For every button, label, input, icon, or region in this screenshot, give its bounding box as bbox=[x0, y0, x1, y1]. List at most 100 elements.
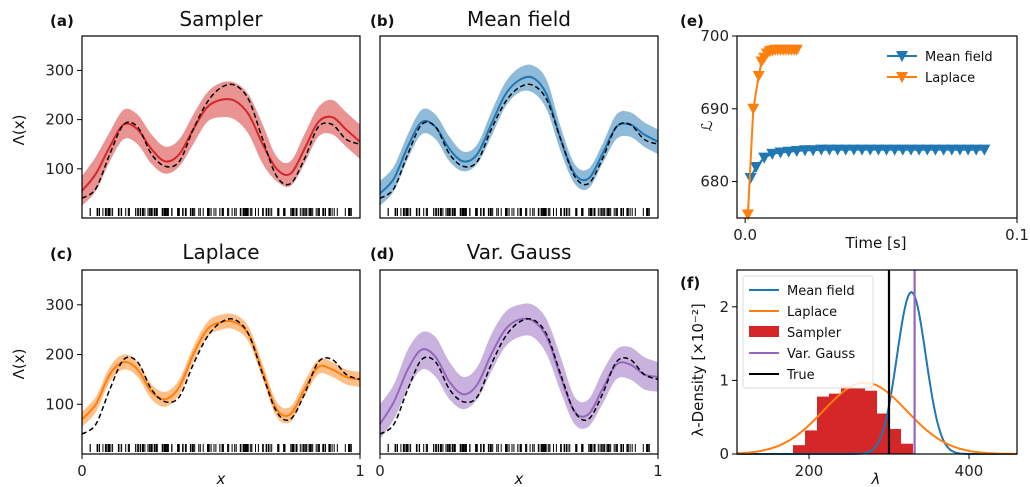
panel-label-b: (b) bbox=[370, 12, 394, 30]
series-0-point-12 bbox=[839, 144, 852, 156]
axes-frame-f bbox=[736, 269, 1018, 455]
mean-line-a bbox=[81, 98, 361, 192]
xlabel-f: λ bbox=[871, 470, 881, 487]
ytick-label-f-1: 1 bbox=[719, 371, 729, 389]
series-0-point-28 bbox=[970, 144, 983, 156]
ytick-label-e-700: 700 bbox=[700, 27, 729, 45]
plot-area-e: 680 690 700 0.0 0.1 Mean field Laplace bbox=[700, 27, 1029, 244]
series-1-point-1 bbox=[747, 103, 760, 115]
series-0-point-1 bbox=[750, 162, 762, 173]
series-0-point-9 bbox=[815, 144, 828, 156]
ytick-label-f-0: 0 bbox=[719, 445, 729, 463]
event-ticks-a bbox=[89, 208, 352, 216]
series-0-point-14 bbox=[856, 144, 868, 156]
series-1-point-0 bbox=[741, 209, 754, 221]
panel-c: 100 200 300 0 1 (c) Laplace Λ(x) bbox=[10, 240, 365, 480]
axes-frame-e bbox=[736, 35, 1018, 219]
series-0-point-25 bbox=[945, 144, 958, 156]
series-0-point-3 bbox=[766, 148, 779, 160]
series-0-point-21 bbox=[913, 144, 926, 156]
series-0-point-18 bbox=[888, 144, 901, 156]
series-0-point-26 bbox=[953, 144, 966, 156]
title-c: Laplace bbox=[182, 240, 259, 264]
axes-frame-d bbox=[379, 269, 659, 455]
plot-area-a: 100 200 300 bbox=[45, 35, 361, 219]
series-0-point-24 bbox=[937, 144, 950, 156]
legend-label-f-1: Laplace bbox=[787, 305, 837, 320]
series-0-point-4 bbox=[774, 147, 787, 159]
histogram-bar-4 bbox=[841, 386, 853, 454]
series-0-point-29 bbox=[978, 144, 991, 156]
ytick-label-c-300: 300 bbox=[45, 296, 74, 314]
histogram-bar-9 bbox=[901, 443, 913, 454]
series-1-point-2 bbox=[752, 71, 765, 82]
series-0-point-23 bbox=[929, 144, 942, 156]
plot-area-c: 100 200 300 0 1 bbox=[45, 269, 365, 480]
panel-e: 680 690 700 0.0 0.1 Mean field Laplace (e) ℒ T… bbox=[680, 12, 1029, 252]
panel-label-c: (c) bbox=[50, 245, 73, 263]
ytick-label-c-200: 200 bbox=[45, 346, 74, 364]
series-0-point-22 bbox=[921, 144, 934, 156]
series-0-point-11 bbox=[831, 144, 844, 156]
ytick-label-a-300: 300 bbox=[45, 61, 74, 79]
series-0-point-27 bbox=[962, 144, 975, 156]
ytick-label-f-2: 2 bbox=[719, 298, 729, 316]
mean-line-d bbox=[379, 317, 659, 425]
panel-label-a: (a) bbox=[50, 12, 74, 30]
ylabel-a: Λ(x) bbox=[10, 115, 28, 146]
panel-label-f: (f) bbox=[680, 274, 700, 292]
density-curve-1 bbox=[736, 381, 1017, 455]
series-0-point-15 bbox=[864, 144, 877, 156]
series-0-point-7 bbox=[799, 145, 811, 157]
axes-frame-b bbox=[379, 35, 659, 219]
true-line-b bbox=[379, 83, 659, 199]
series-1-point-16 bbox=[790, 44, 803, 56]
xtick-label-d-1: 1 bbox=[653, 462, 663, 480]
ytick-label-e-680: 680 bbox=[700, 173, 729, 191]
xtick-label-d-0: 0 bbox=[375, 462, 385, 480]
xtick-label-c-0: 0 bbox=[77, 462, 87, 480]
confidence-band-b bbox=[380, 64, 658, 206]
histogram-bar-2 bbox=[817, 396, 829, 454]
panel-a: 100 200 300 (a) Sampler Λ(x) bbox=[10, 7, 361, 219]
series-0-point-19 bbox=[896, 144, 909, 156]
event-ticks-c bbox=[89, 444, 352, 452]
histogram-bar-8 bbox=[889, 428, 901, 454]
panel-b: (b) Mean field bbox=[370, 7, 659, 219]
confidence-band-c bbox=[82, 313, 360, 427]
ytick-label-e-690: 690 bbox=[700, 100, 729, 118]
axes-frame-a bbox=[81, 35, 361, 219]
event-ticks-d bbox=[387, 444, 650, 452]
xlabel-c: x bbox=[216, 470, 226, 487]
series-line-0 bbox=[749, 148, 985, 179]
legend-box-f bbox=[742, 275, 874, 389]
legend-label-e-1: Laplace bbox=[925, 71, 975, 86]
true-line-d bbox=[379, 318, 659, 435]
ylabel-c: Λ(x) bbox=[10, 349, 28, 380]
true-line-a bbox=[81, 83, 361, 199]
histogram-bar-0 bbox=[793, 445, 805, 454]
histogram-bar-1 bbox=[805, 430, 817, 454]
confidence-band-d bbox=[380, 303, 658, 440]
plot-area-b bbox=[379, 35, 659, 219]
legend-label-f-4: True bbox=[786, 368, 815, 383]
legend-label-f-3: Var. Gauss bbox=[787, 347, 855, 362]
xtick-label-e-0: 0.0 bbox=[733, 226, 757, 244]
plot-area-f: 0 1 2 200 400 Mean field Laplace Sampler Var. Ga… bbox=[719, 269, 1018, 480]
series-0-point-8 bbox=[807, 145, 820, 157]
xlabel-e: Time [s] bbox=[845, 234, 907, 252]
xlabel-d: x bbox=[514, 470, 524, 487]
panel-label-e: (e) bbox=[680, 12, 704, 30]
title-b: Mean field bbox=[467, 7, 571, 31]
panel-label-d: (d) bbox=[370, 245, 394, 263]
series-0-point-10 bbox=[823, 144, 836, 156]
legend-label-f-2: Sampler bbox=[787, 326, 842, 341]
histogram-bar-5 bbox=[853, 387, 865, 454]
series-0-point-2 bbox=[758, 152, 771, 164]
histogram-bar-3 bbox=[829, 393, 841, 454]
ytick-label-a-100: 100 bbox=[45, 160, 74, 178]
panel-f: 0 1 2 200 400 Mean field Laplace Sampler Var. Ga… bbox=[680, 269, 1018, 487]
